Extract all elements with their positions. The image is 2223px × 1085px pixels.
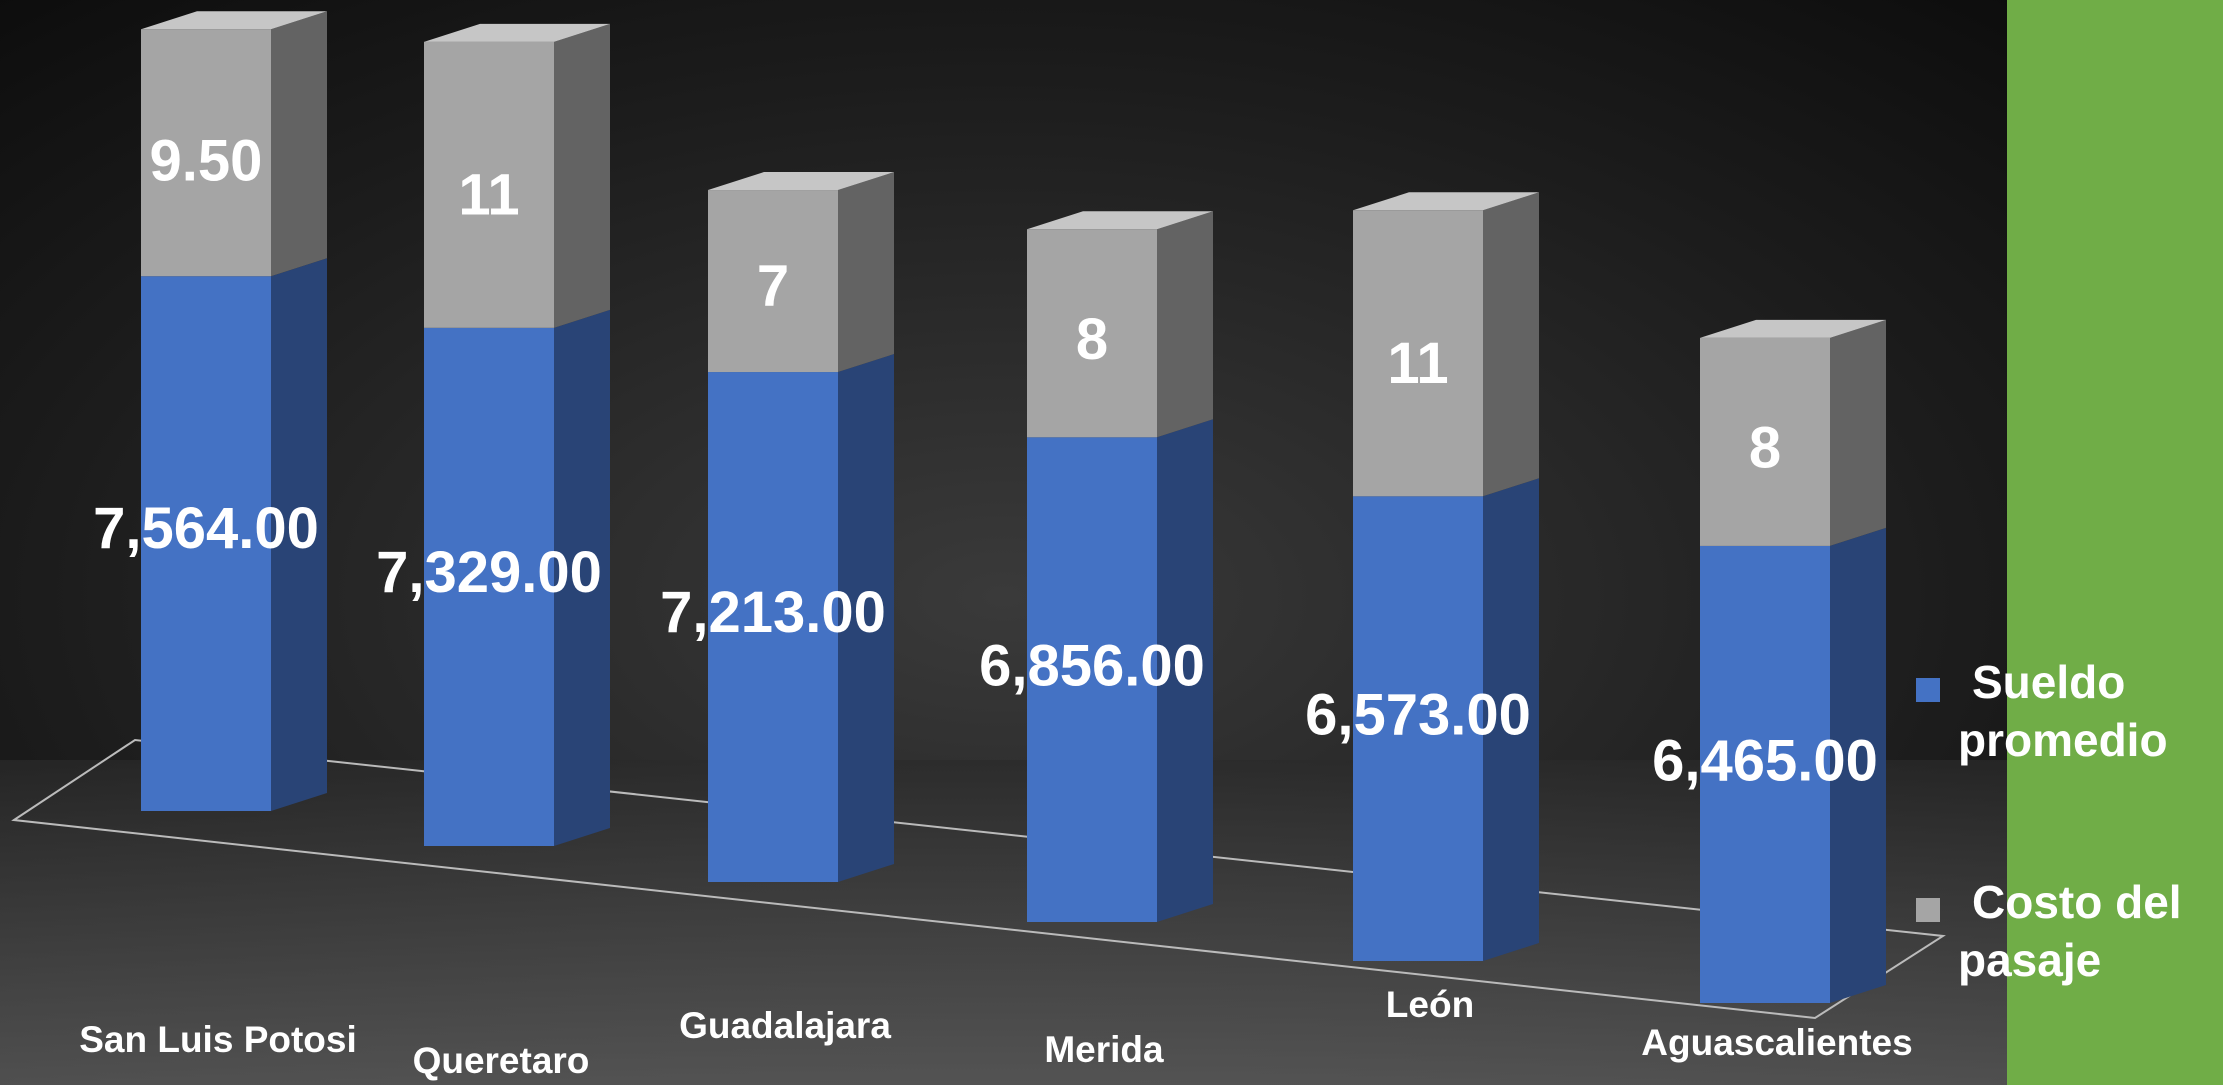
bar-side bbox=[1157, 419, 1213, 922]
value-label: 8 bbox=[1749, 416, 1781, 481]
bar-top bbox=[708, 172, 894, 191]
bar bbox=[1700, 545, 1830, 1003]
legend-line: promedio bbox=[1958, 714, 2168, 766]
value-label: 6,465.00 bbox=[1652, 729, 1878, 794]
value-label: 6,856.00 bbox=[979, 633, 1205, 698]
bar-top bbox=[1353, 192, 1539, 211]
bar-side bbox=[1830, 527, 1886, 1003]
bar bbox=[1700, 337, 1830, 546]
value-label: 6,573.00 bbox=[1305, 683, 1531, 748]
bar-top bbox=[141, 11, 327, 30]
bars: 7,564.00 9.50 San Luis Potosi 7,329.00 11 Que… bbox=[79, 11, 1913, 1081]
bar-side bbox=[271, 11, 327, 277]
bar-side bbox=[1830, 319, 1886, 546]
value-label: 11 bbox=[458, 162, 519, 227]
bar-side bbox=[1157, 211, 1213, 438]
legend-line: pasaje bbox=[1958, 934, 2101, 986]
bar-side bbox=[838, 172, 894, 373]
bar bbox=[141, 29, 271, 277]
bar bbox=[141, 276, 271, 811]
bar bbox=[708, 372, 838, 882]
value-label: 7,564.00 bbox=[93, 496, 319, 561]
legend-line: Sueldo bbox=[1972, 656, 2125, 708]
bar-side bbox=[271, 258, 327, 811]
bar bbox=[424, 41, 554, 328]
bar-top bbox=[424, 23, 610, 42]
side-strip bbox=[2007, 0, 2223, 1085]
bar-side bbox=[838, 354, 894, 882]
bar bbox=[1353, 210, 1483, 497]
legend-label: Sueldo promedio bbox=[1958, 656, 2168, 766]
bar bbox=[1353, 496, 1483, 961]
bar bbox=[424, 327, 554, 846]
x-tick-label: Aguascalientes bbox=[1641, 1022, 1912, 1063]
bar-top bbox=[1027, 211, 1213, 230]
value-label: 9.50 bbox=[150, 128, 263, 193]
x-tick-label: San Luis Potosi bbox=[79, 1019, 357, 1060]
legend-swatch bbox=[1916, 898, 1940, 922]
bar-side bbox=[554, 23, 610, 328]
x-tick-label: León bbox=[1386, 984, 1474, 1025]
legend-swatch bbox=[1916, 678, 1940, 702]
legend: Sueldo promedio Costo del pasaje bbox=[1916, 656, 2182, 986]
value-label: 7 bbox=[757, 253, 789, 318]
bar bbox=[1027, 229, 1157, 438]
x-tick-label: Merida bbox=[1044, 1029, 1164, 1070]
bar-side bbox=[554, 309, 610, 846]
value-label: 11 bbox=[1387, 331, 1448, 396]
legend-line: Costo del bbox=[1972, 876, 2182, 928]
value-label: 7,213.00 bbox=[660, 580, 886, 645]
bar bbox=[1027, 437, 1157, 922]
bar-side bbox=[1483, 192, 1539, 497]
legend-label: Costo del pasaje bbox=[1958, 876, 2182, 986]
bar-top bbox=[1700, 319, 1886, 338]
bar bbox=[708, 190, 838, 373]
value-label: 8 bbox=[1076, 307, 1108, 372]
bar-side bbox=[1483, 478, 1539, 961]
floor-shade bbox=[0, 760, 2007, 1085]
x-tick-label: Guadalajara bbox=[679, 1005, 891, 1046]
x-tick-label: Queretaro bbox=[413, 1040, 590, 1081]
floor-plane bbox=[11, 738, 1946, 1020]
value-label: 7,329.00 bbox=[376, 540, 602, 605]
